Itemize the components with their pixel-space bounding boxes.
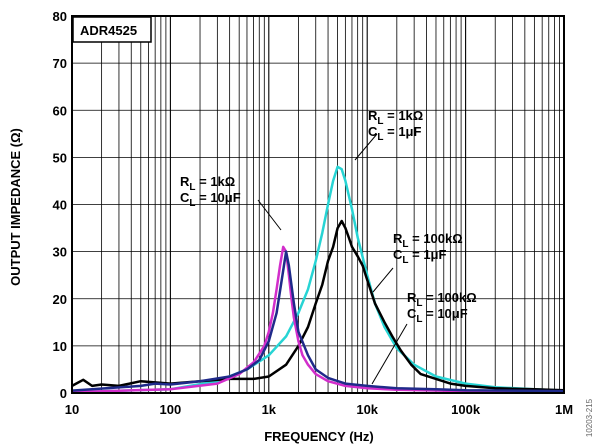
y-tick-label: 70 [53,56,67,71]
annotation-line-r: RL = 100kΩ [393,231,463,250]
annotation-line-c: CL = 1μF [368,124,421,143]
x-tick-label: 10 [65,402,79,417]
plot-frame [71,15,565,394]
x-tick-label: 1k [262,402,277,417]
annotation-leader [257,199,282,231]
y-tick-label: 10 [53,339,67,354]
annotation-line-c: CL = 10μF [180,190,241,209]
y-tick-label: 20 [53,292,67,307]
x-tick-label: 1M [555,402,573,417]
annotation-leader [354,133,378,161]
y-tick-label: 30 [53,245,67,260]
series-line-1 [71,165,565,394]
series-layer [71,165,565,394]
y-tick-label: 60 [53,103,67,118]
figure-number: 10203-215 [585,398,594,437]
y-tick-label: 80 [53,9,67,24]
grid [71,15,564,394]
x-tick-label: 10k [356,402,378,417]
x-tick-label: 100 [160,402,182,417]
x-tick-label: 100k [451,402,481,417]
y-tick-label: 50 [53,150,67,165]
annotation-line-c: CL = 1μF [393,247,446,266]
y-axis-title: OUTPUT IMPEDANCE (Ω) [8,128,23,286]
annotation-line-r: RL = 100kΩ [407,290,477,309]
annotation-leader [372,267,394,293]
x-axis-title: FREQUENCY (Hz) [264,429,374,444]
series-line-4 [71,250,565,393]
annotation-leader [371,323,408,385]
annotation-line-c: CL = 10μF [407,306,468,325]
part-label-box [72,16,152,43]
y-tick-label: 40 [53,198,67,213]
y-tick-label: 0 [60,386,67,401]
part-label: ADR4525 [80,23,137,38]
